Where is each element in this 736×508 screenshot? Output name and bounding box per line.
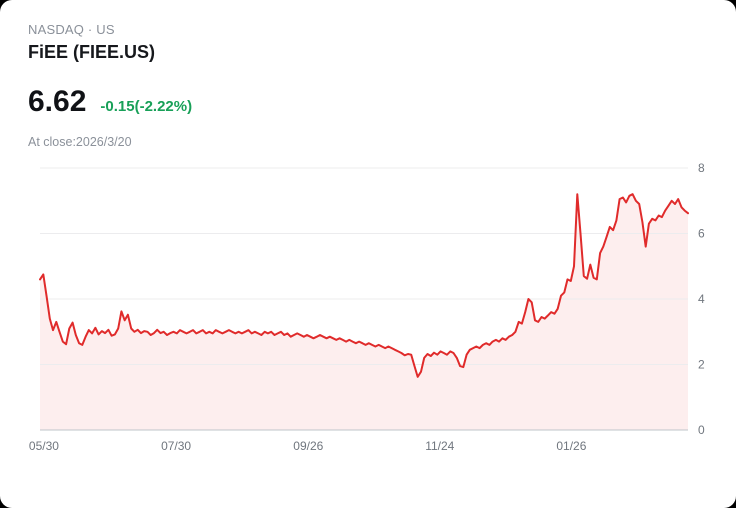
price-area <box>40 194 688 430</box>
x-tick-label: 11/24 <box>425 439 454 453</box>
x-tick-label: 01/26 <box>556 439 586 453</box>
x-tick-label: 07/30 <box>161 439 191 453</box>
y-tick-label: 6 <box>698 227 705 241</box>
exchange-label: NASDAQ · US <box>28 22 115 37</box>
close-time-label: At close:2026/3/20 <box>28 135 132 149</box>
y-tick-label: 0 <box>698 423 705 437</box>
stock-title: FiEE (FIEE.US) <box>28 42 156 62</box>
current-price: 6.62 <box>28 85 87 118</box>
x-tick-label: 05/30 <box>29 439 59 453</box>
y-tick-label: 8 <box>698 161 705 175</box>
price-line <box>39 193 689 378</box>
price-row: 6.62 -0.15(-2.22%) <box>28 85 708 119</box>
x-tick-label: 09/26 <box>293 439 323 453</box>
price-chart[interactable]: 0 2 4 6 8 05/30 07/30 09/26 11/24 01/26 <box>29 161 708 457</box>
price-change: -0.15(-2.22%) <box>100 98 193 115</box>
y-tick-label: 2 <box>698 358 705 372</box>
price-chart-svg[interactable]: 0 2 4 6 8 05/30 07/30 09/26 11/24 01/26 <box>29 161 736 457</box>
y-tick-label: 4 <box>698 292 705 306</box>
